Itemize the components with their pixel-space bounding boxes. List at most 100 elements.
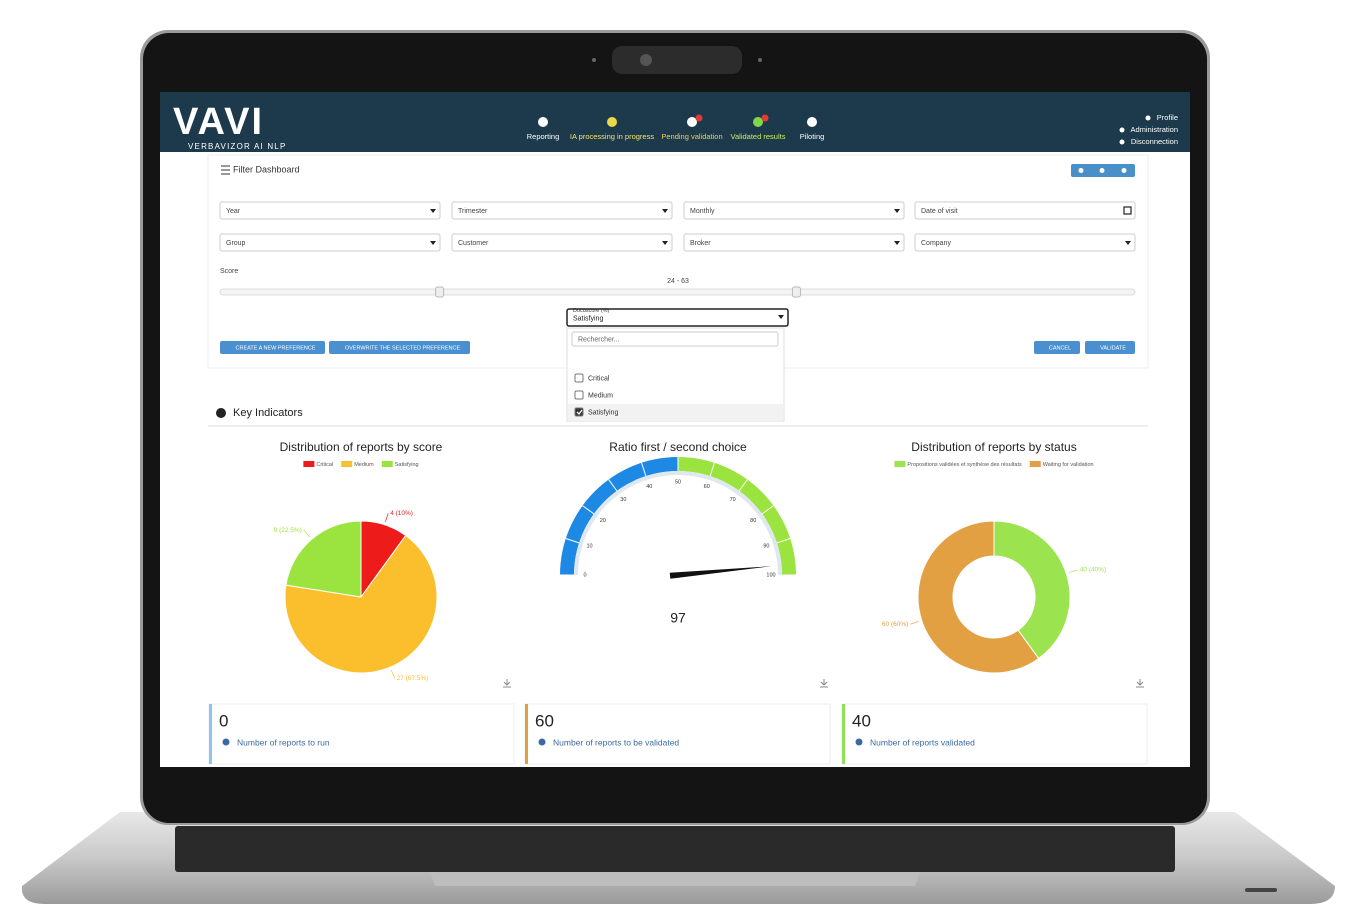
slice [993, 520, 1071, 660]
docuscore-label: Docuscore (%) [573, 308, 610, 314]
label-leader [303, 529, 310, 538]
logo: VAVI [173, 101, 264, 143]
filter-select[interactable] [683, 233, 905, 252]
user-menu-item[interactable]: Profile [1157, 113, 1178, 122]
docuscore-select[interactable] [566, 308, 789, 327]
toolbar-icon [1099, 168, 1105, 173]
data-label: 27 (67.5%) [397, 675, 429, 682]
download-icon[interactable] [820, 679, 828, 688]
data-label: 4 (10%) [390, 510, 413, 517]
checkbox[interactable] [574, 390, 584, 400]
select-arrow [894, 241, 900, 245]
legend-label: Critical [316, 462, 333, 468]
gauge-tick-label: 20 [600, 518, 606, 524]
nav-item[interactable]: Reporting [527, 132, 560, 141]
filter-select[interactable] [219, 201, 441, 220]
button-label: CANCEL [1049, 345, 1071, 351]
download-icon[interactable] [1136, 679, 1144, 688]
label-leader [385, 513, 389, 522]
checkbox[interactable] [574, 407, 584, 417]
nav-item[interactable]: Piloting [800, 132, 825, 141]
option-label[interactable]: Critical [588, 375, 610, 382]
keyboard [175, 826, 1175, 872]
gauge-tick-label: 0 [583, 572, 586, 578]
search-placeholder: Rechercher... [578, 336, 620, 343]
filter-icon [221, 165, 230, 175]
filter-select[interactable] [914, 201, 1136, 220]
gauge-tick-label: 10 [586, 544, 592, 550]
legend-label: Waiting for validation [1043, 462, 1094, 468]
legend-swatch [303, 461, 315, 467]
button[interactable] [1085, 341, 1135, 354]
select-label: Monthly [690, 208, 715, 215]
slider-track [219, 288, 1136, 296]
user-menu-item[interactable]: Disconnection [1131, 137, 1178, 146]
button-label: OVERWRITE THE SELECTED PREFERENCE [345, 345, 461, 351]
legend-swatch [1029, 461, 1041, 467]
button[interactable] [220, 341, 325, 354]
gauge-tick [776, 538, 791, 544]
filter-select[interactable] [451, 233, 673, 252]
user-menu-item[interactable]: Administration [1130, 125, 1178, 134]
select-label: Customer [458, 240, 489, 247]
gauge-tick [641, 462, 647, 477]
option-label[interactable]: Satisfying [588, 409, 618, 416]
slider-thumb[interactable] [791, 286, 801, 298]
select-arrow [662, 241, 668, 245]
filter-select[interactable] [914, 233, 1136, 252]
legend-swatch [381, 461, 393, 467]
gauge-tick [738, 479, 748, 492]
select-label: Broker [690, 240, 711, 247]
select-arrow [894, 209, 900, 213]
select-label: Year [226, 208, 241, 215]
kpi-icon [538, 738, 546, 746]
filter-select[interactable] [683, 201, 905, 220]
nav-badge [761, 114, 769, 122]
kpi-label: Number of reports to be validated [553, 737, 679, 747]
slice [285, 520, 362, 598]
gauge-tick [761, 505, 774, 515]
data-label: 9 (22.5%) [274, 527, 302, 534]
kpi-value: 40 [852, 711, 871, 730]
menu-icon [1119, 127, 1125, 133]
gauge-band [678, 457, 796, 575]
select-label: Trimester [458, 208, 488, 215]
checkbox[interactable] [574, 373, 584, 383]
slider-thumb[interactable] [435, 286, 445, 298]
filter-select[interactable] [451, 201, 673, 220]
nav-icon [607, 117, 617, 127]
kpi-card [841, 703, 1148, 765]
menu-icon [1145, 115, 1151, 121]
option-label[interactable]: Medium [588, 392, 613, 399]
calendar-icon [1123, 206, 1132, 215]
nav-item[interactable]: IA processing in progress [570, 132, 654, 141]
score-range: 24 - 63 [667, 278, 689, 285]
gauge-needle [669, 566, 772, 579]
search-box[interactable] [571, 331, 779, 347]
kpi-label: Number of reports to run [237, 737, 330, 747]
button[interactable] [1034, 341, 1080, 354]
trackpad-edge [430, 872, 920, 886]
nav-badge [695, 114, 703, 122]
sensor [758, 58, 762, 62]
nav-item[interactable]: Pending validation [661, 132, 722, 141]
download-icon[interactable] [503, 679, 511, 688]
kpi-card-accent [842, 704, 845, 764]
kpi-card-accent [209, 704, 212, 764]
kpi-value: 60 [535, 711, 554, 730]
nav-item[interactable]: Validated results [731, 132, 786, 141]
legend: Critical Medium Satisfying [303, 461, 419, 468]
select-arrow [778, 315, 784, 319]
gauge-tick [582, 505, 595, 515]
filter-title: Filter Dashboard [233, 164, 300, 174]
label-leader [1069, 569, 1078, 573]
webcam [640, 54, 652, 66]
select-arrow [430, 209, 436, 213]
filter-select[interactable] [219, 233, 441, 252]
button[interactable] [329, 341, 470, 354]
nav-icon [753, 117, 763, 127]
select-label: Group [226, 240, 246, 247]
select-arrow [430, 241, 436, 245]
